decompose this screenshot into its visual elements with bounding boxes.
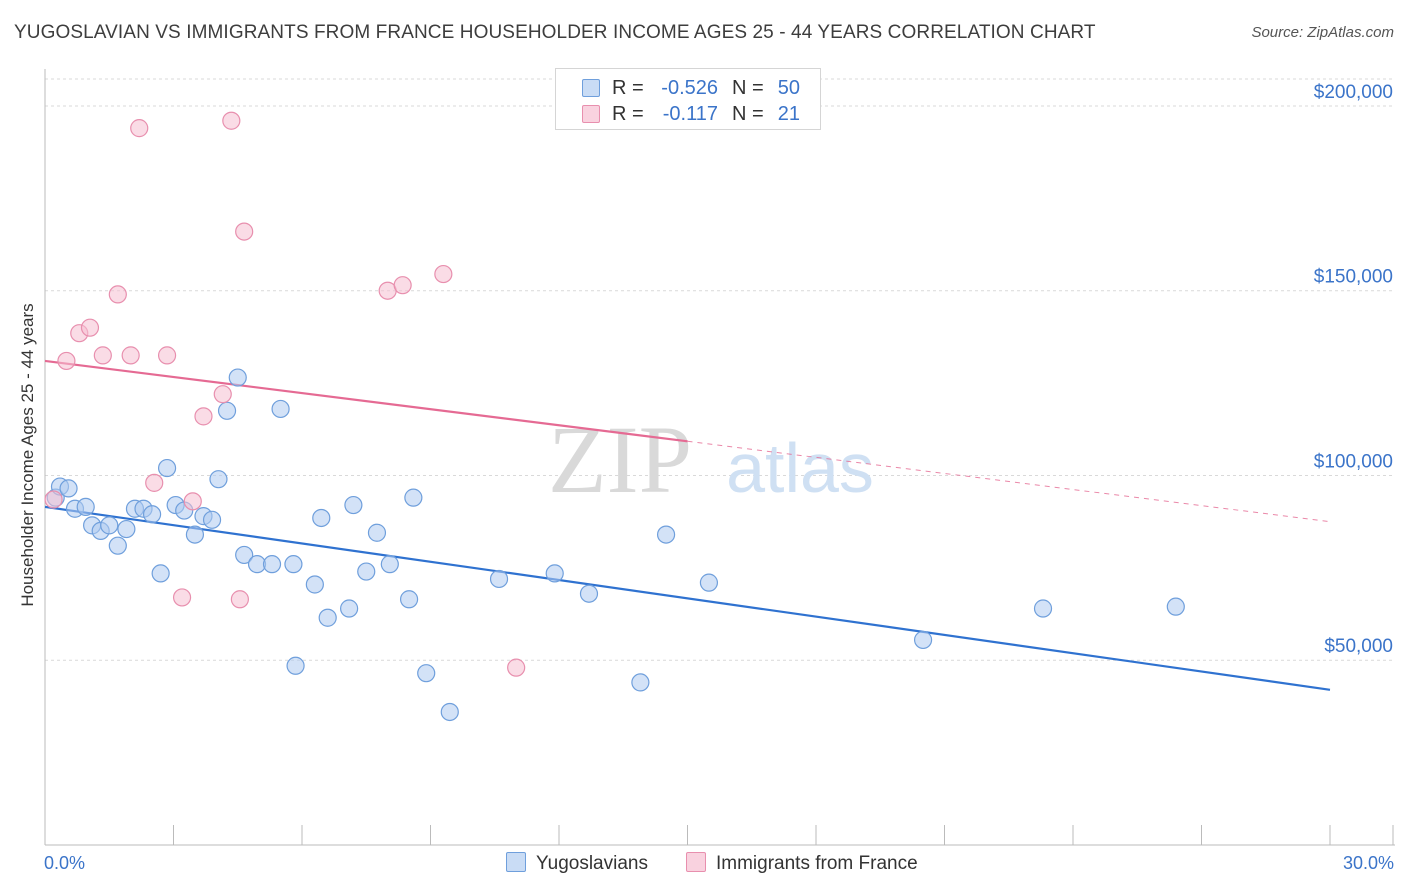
data-point-yugoslavians [271,399,290,419]
data-point-yugoslavians [151,564,170,583]
y-tick-label: $100,000 [1314,451,1393,472]
axis-layer: $50,000 $100,000 $150,000 $200,000 [44,69,1395,846]
trend-line-yugoslavians [44,505,1331,691]
data-point-yugoslavians [545,564,564,583]
data-point-france [44,490,63,509]
data-point-france [57,351,76,371]
y-tick-label: $50,000 [1324,636,1393,657]
data-point-yugoslavians [312,508,331,528]
data-point-yugoslavians [117,519,136,539]
data-point-yugoslavians [399,590,419,609]
legend-n-label: N = [732,77,764,99]
x-tick-label-max: 30.0% [1343,853,1394,873]
watermark: ZIP atlas [548,406,874,513]
data-point-france [80,318,100,337]
bottom-legend-swatch-blue [506,852,526,872]
correlation-legend: R = -0.526 N = 50 R = -0.117 N = 21 [555,68,821,130]
data-point-yugoslavians [202,510,222,529]
data-point-yugoslavians [157,458,177,478]
data-point-yugoslavians [318,608,337,627]
data-point-yugoslavians [100,516,119,535]
legend-n-value: 50 [777,77,800,99]
data-point-yugoslavians [489,569,509,589]
trend-line-france [44,359,688,443]
data-point-france [145,473,164,492]
data-point-france [222,111,241,130]
trend-line-dashed-france [687,440,1331,523]
bottom-legend-label: Immigrants from France [716,853,918,874]
data-point-yugoslavians [142,505,162,524]
data-point-yugoslavians [1166,597,1185,616]
data-point-yugoslavians [656,525,676,544]
data-point-yugoslavians [380,555,399,574]
watermark-atlas: atlas [726,429,874,507]
legend-r-value: -0.526 [661,77,718,99]
data-point-yugoslavians [59,479,78,498]
data-point-france [235,222,254,241]
data-point-yugoslavians [185,525,205,544]
data-point-france [194,407,213,426]
data-point-yugoslavians [76,497,95,516]
data-point-france [230,590,249,609]
legend-swatch-blue [582,79,600,97]
data-point-yugoslavians [262,555,282,574]
data-point-france [130,119,149,138]
legend-r-value: -0.117 [662,103,718,125]
data-point-yugoslavians [579,584,599,603]
data-point-france [507,658,526,677]
bottom-legend-yugoslavians: Yugoslavians [506,852,648,875]
data-point-yugoslavians [108,536,127,555]
data-point-france [172,588,192,607]
data-point-yugoslavians [286,656,305,675]
points-layer [44,111,1185,722]
data-point-france [108,285,127,304]
legend-r-label: R = [612,103,644,125]
data-point-yugoslavians [357,562,376,581]
data-point-yugoslavians [305,575,324,594]
data-point-france [213,385,232,404]
y-tick-label: $150,000 [1314,267,1393,288]
grid-layer [45,78,1395,661]
data-point-france [183,492,202,511]
y-axis-title: Householder Income Ages 25 - 44 years [18,303,37,606]
data-point-yugoslavians [1033,599,1053,618]
legend-r-label: R = [612,77,644,99]
data-point-yugoslavians [209,470,228,489]
trend-layer [44,359,1331,691]
data-point-france [93,346,112,365]
x-tick-label-min: 0.0% [44,853,85,873]
data-point-france [121,346,140,365]
data-point-yugoslavians [340,599,359,618]
watermark-zip: ZIP [548,406,692,513]
data-point-yugoslavians [217,401,237,420]
legend-swatch-pink [582,105,600,123]
data-point-yugoslavians [404,488,423,507]
legend-n-value: 21 [777,103,800,125]
data-point-yugoslavians [235,545,254,565]
data-point-yugoslavians [699,573,719,592]
y-tick-label: $200,000 [1314,82,1393,103]
data-point-yugoslavians [913,630,933,650]
source-label: Source: ZipAtlas.com [1251,24,1394,41]
data-point-yugoslavians [367,523,387,542]
data-point-yugoslavians [440,702,459,722]
bottom-legend-swatch-pink [686,852,706,872]
data-point-france [393,276,412,295]
legend-n-label: N = [732,103,764,125]
data-point-france [434,264,453,284]
legend-row-yugoslavians: R = -0.526 N = 50 [556,75,820,99]
legend-row-france: R = -0.117 N = 21 [556,101,820,125]
chart-title: YUGOSLAVIAN VS IMMIGRANTS FROM FRANCE HO… [14,22,1096,43]
data-point-france [157,346,177,365]
bottom-legend-label: Yugoslavians [536,853,648,874]
bottom-legend-france: Immigrants from France [686,852,918,875]
data-point-yugoslavians [344,495,363,515]
data-point-yugoslavians [417,664,436,683]
data-point-yugoslavians [228,368,247,387]
data-point-yugoslavians [631,673,650,692]
data-point-yugoslavians [284,555,303,574]
